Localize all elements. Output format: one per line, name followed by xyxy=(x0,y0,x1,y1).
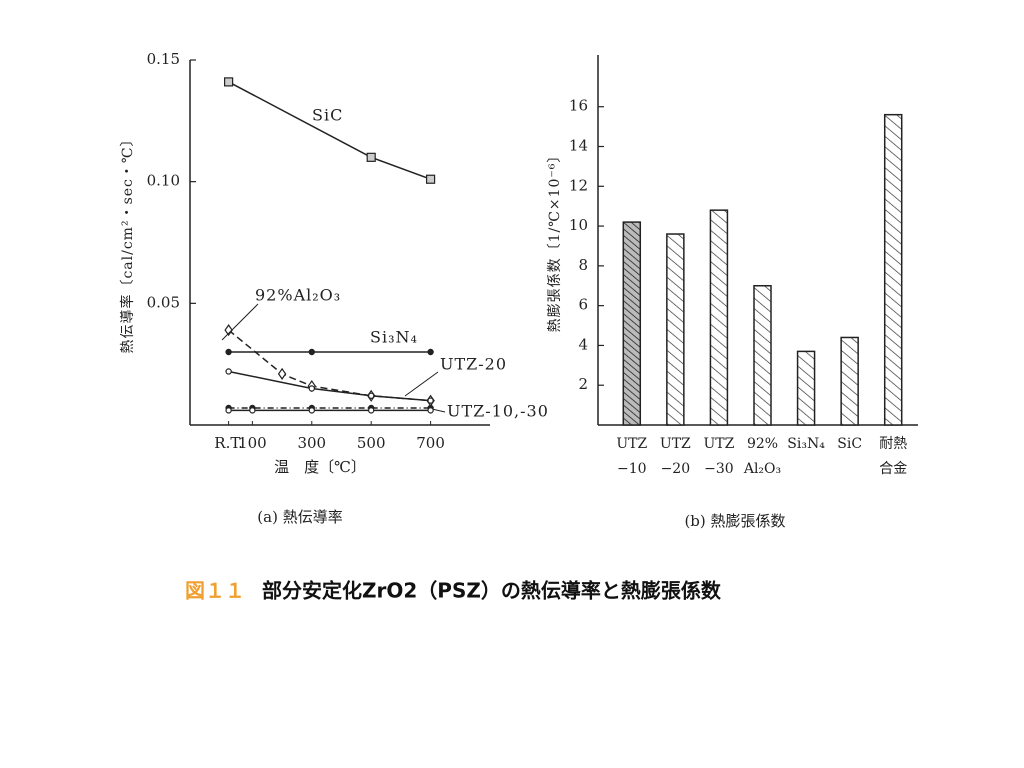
x-tick-label: 92% xyxy=(747,436,778,452)
x-tick-label: UTZ xyxy=(703,436,734,452)
bar xyxy=(883,113,903,426)
y-tick-label: 16 xyxy=(569,97,588,115)
series-label: Si₃N₄ xyxy=(370,328,418,347)
series-label: UTZ-10,-30 xyxy=(447,402,549,421)
y-tick-label: 10 xyxy=(569,216,588,234)
series-label: SiC xyxy=(312,106,343,125)
caption-text: 部分安定化ZrO2（PSZ）の熱伝導率と熱膨張係数 xyxy=(262,579,722,603)
bar xyxy=(709,209,729,426)
y-tick-label: 2 xyxy=(578,375,588,393)
x-tick-label: 700 xyxy=(416,434,445,452)
marker xyxy=(225,348,232,356)
chart-title: (b) 熱膨張係数 xyxy=(684,512,785,530)
marker xyxy=(308,385,315,392)
x-tick-label: −20 xyxy=(661,461,691,477)
series-label: UTZ-20 xyxy=(440,355,507,374)
marker xyxy=(366,152,376,162)
bar xyxy=(622,221,642,426)
leader xyxy=(431,408,446,413)
leader xyxy=(221,303,259,341)
y-axis-label: 熱伝導率〔cal/cm²・sec・℃〕 xyxy=(119,131,136,353)
marker xyxy=(277,367,287,380)
y-tick-label: 0.15 xyxy=(147,50,180,68)
x-tick-label: 耐熱 xyxy=(879,436,907,452)
x-tick-label: SiC xyxy=(837,436,862,452)
x-axis-label: 温 度〔℃〕 xyxy=(274,458,366,476)
y-tick-label: 8 xyxy=(578,256,588,274)
y-tick-label: 0.10 xyxy=(147,172,180,190)
marker xyxy=(367,392,375,399)
y-tick-label: 12 xyxy=(569,176,588,194)
marker xyxy=(225,368,232,375)
x-tick-label: −10 xyxy=(617,461,647,477)
marker xyxy=(425,174,436,184)
chart-title: (a) 熱伝導率 xyxy=(257,508,342,526)
x-tick-label: −30 xyxy=(704,461,734,477)
caption-label: 図１１ xyxy=(185,579,245,603)
bar xyxy=(753,285,772,426)
x-tick-label: 500 xyxy=(357,434,386,452)
series-label: 92%Al₂O₃ xyxy=(255,286,341,305)
series-line xyxy=(228,370,431,402)
marker xyxy=(249,407,256,414)
marker xyxy=(427,348,434,356)
x-tick-label: UTZ xyxy=(616,436,647,452)
x-tick-label: R.T. xyxy=(214,434,243,452)
x-tick-label: 合金 xyxy=(879,461,907,477)
y-tick-label: 0.05 xyxy=(147,293,180,311)
x-tick-label: 100 xyxy=(238,434,267,452)
x-tick-label: Si₃N₄ xyxy=(787,436,825,452)
marker xyxy=(224,77,234,87)
x-tick-label: 300 xyxy=(297,434,326,452)
leader xyxy=(404,371,439,397)
bar xyxy=(840,336,859,426)
y-tick-label: 14 xyxy=(569,137,588,155)
marker xyxy=(427,407,434,414)
marker xyxy=(308,407,315,414)
marker xyxy=(224,324,233,337)
marker xyxy=(308,348,315,356)
marker xyxy=(225,407,232,414)
series-line xyxy=(228,81,431,180)
y-axis-label: 熱膨張係数〔1/℃×10⁻⁶〕 xyxy=(546,148,563,333)
marker xyxy=(427,397,434,404)
bar xyxy=(666,233,685,426)
y-tick-label: 6 xyxy=(578,296,588,314)
x-tick-label: Al₂O₃ xyxy=(743,461,781,477)
x-tick-label: UTZ xyxy=(660,436,691,452)
bar xyxy=(796,350,816,426)
marker xyxy=(367,407,375,414)
y-tick-label: 4 xyxy=(578,335,588,353)
